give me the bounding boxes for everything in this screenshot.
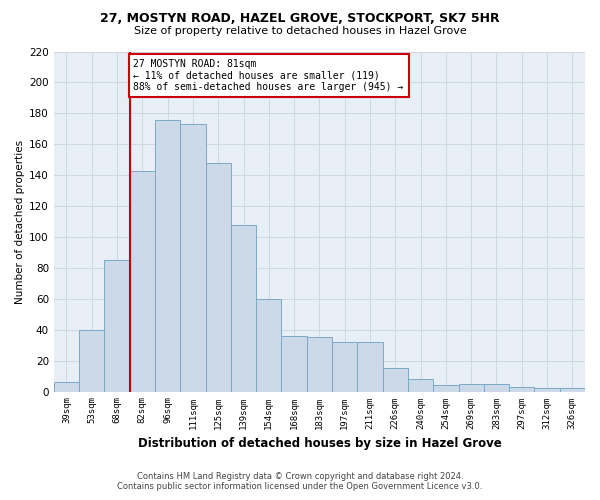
Bar: [155, 120, 180, 392]
Bar: [458, 384, 484, 392]
Bar: [509, 387, 535, 392]
Bar: [433, 386, 458, 392]
Bar: [358, 342, 383, 392]
Bar: [256, 299, 281, 392]
Text: 27, MOSTYN ROAD, HAZEL GROVE, STOCKPORT, SK7 5HR: 27, MOSTYN ROAD, HAZEL GROVE, STOCKPORT,…: [100, 12, 500, 26]
Bar: [383, 368, 408, 392]
Y-axis label: Number of detached properties: Number of detached properties: [15, 140, 25, 304]
Bar: [484, 384, 509, 392]
Bar: [408, 379, 433, 392]
Bar: [560, 388, 585, 392]
Text: 27 MOSTYN ROAD: 81sqm
← 11% of detached houses are smaller (119)
88% of semi-det: 27 MOSTYN ROAD: 81sqm ← 11% of detached …: [133, 59, 404, 92]
Text: Contains HM Land Registry data © Crown copyright and database right 2024.
Contai: Contains HM Land Registry data © Crown c…: [118, 472, 482, 491]
Bar: [206, 163, 231, 392]
Bar: [104, 260, 130, 392]
X-axis label: Distribution of detached houses by size in Hazel Grove: Distribution of detached houses by size …: [137, 437, 501, 450]
Text: Size of property relative to detached houses in Hazel Grove: Size of property relative to detached ho…: [134, 26, 466, 36]
Bar: [281, 336, 307, 392]
Bar: [307, 338, 332, 392]
Bar: [231, 224, 256, 392]
Bar: [130, 170, 155, 392]
Bar: [54, 382, 79, 392]
Bar: [79, 330, 104, 392]
Bar: [332, 342, 358, 392]
Bar: [180, 124, 206, 392]
Bar: [535, 388, 560, 392]
